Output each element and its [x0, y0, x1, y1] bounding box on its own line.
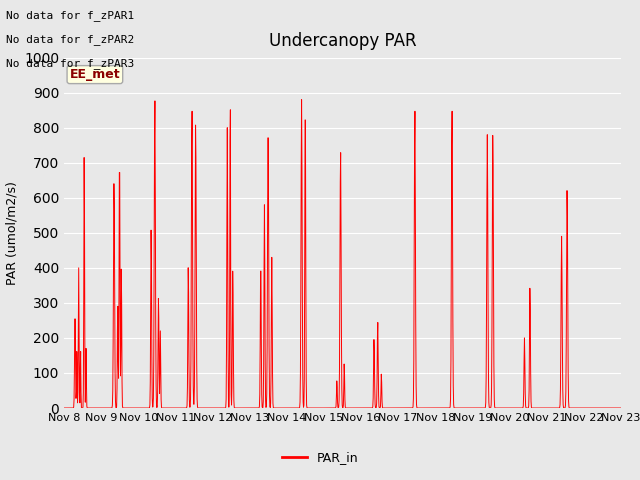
Text: EE_met: EE_met — [70, 68, 120, 81]
Text: No data for f_zPAR2: No data for f_zPAR2 — [6, 34, 134, 45]
Text: No data for f_zPAR1: No data for f_zPAR1 — [6, 10, 134, 21]
Text: No data for f_zPAR3: No data for f_zPAR3 — [6, 58, 134, 69]
Legend: PAR_in: PAR_in — [276, 446, 364, 469]
Y-axis label: PAR (umol/m2/s): PAR (umol/m2/s) — [6, 181, 19, 285]
Title: Undercanopy PAR: Undercanopy PAR — [269, 33, 416, 50]
